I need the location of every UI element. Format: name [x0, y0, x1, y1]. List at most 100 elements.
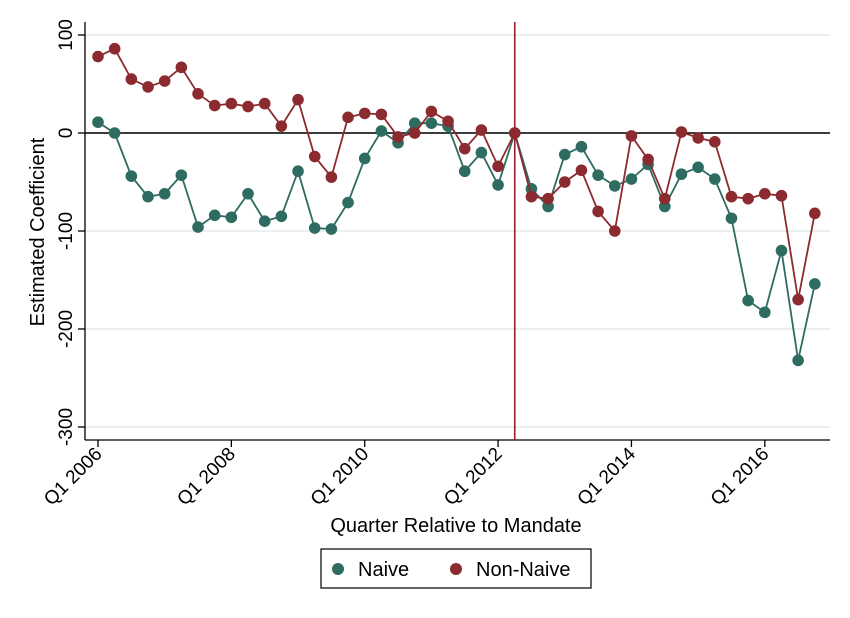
data-point	[375, 108, 388, 121]
data-point	[775, 189, 788, 202]
legend: Naive Non-Naive	[320, 548, 592, 589]
data-point	[225, 211, 238, 224]
data-point	[558, 176, 571, 188]
data-point	[558, 148, 571, 161]
data-series	[92, 42, 821, 367]
data-point	[342, 111, 354, 124]
data-point	[358, 152, 371, 165]
data-point	[708, 173, 721, 185]
x-axis-title: Quarter Relative to Mandate	[330, 515, 581, 537]
data-point	[708, 136, 721, 148]
data-point	[142, 190, 154, 203]
data-point	[575, 164, 588, 177]
data-point	[442, 115, 454, 128]
data-point	[809, 278, 821, 290]
data-point	[392, 131, 404, 143]
data-point	[425, 117, 438, 129]
data-point	[725, 212, 738, 225]
data-point	[692, 132, 704, 144]
data-point	[759, 187, 771, 200]
data-point	[742, 294, 754, 307]
data-point	[225, 97, 238, 110]
data-point	[725, 190, 738, 203]
data-point	[192, 88, 204, 100]
legend-label-non-naive: Non-Naive	[476, 559, 570, 581]
data-point	[242, 100, 254, 113]
data-point	[208, 209, 221, 222]
data-point	[625, 173, 638, 185]
data-point	[625, 130, 638, 142]
data-point	[492, 179, 504, 191]
series-non-naive	[92, 42, 821, 306]
data-point	[658, 192, 671, 205]
data-point	[375, 125, 388, 137]
data-point	[142, 81, 154, 93]
data-point	[592, 205, 604, 218]
data-point	[492, 160, 504, 173]
y-tick-label: -200	[56, 310, 77, 348]
y-tick-label: -300	[56, 408, 77, 446]
y-tick-label: 100	[56, 19, 77, 51]
legend-label-naive: Naive	[358, 559, 409, 581]
data-point	[158, 187, 171, 200]
data-point	[108, 42, 121, 55]
data-point	[325, 171, 338, 183]
data-point	[642, 153, 654, 166]
data-point	[292, 93, 304, 106]
data-point	[742, 192, 754, 205]
data-point	[592, 169, 604, 181]
data-point	[475, 146, 488, 159]
data-point	[458, 142, 471, 155]
data-point	[108, 127, 121, 139]
data-point	[325, 223, 338, 235]
y-tick-label: -100	[56, 212, 77, 250]
data-point	[258, 97, 271, 110]
data-point	[175, 61, 188, 74]
data-point	[275, 120, 288, 132]
data-point	[408, 127, 421, 139]
data-point	[308, 150, 321, 163]
data-point	[92, 50, 104, 63]
data-point	[692, 161, 704, 174]
data-point	[675, 168, 688, 180]
data-point	[759, 306, 771, 319]
data-point	[575, 140, 588, 153]
data-point	[275, 210, 288, 223]
data-point	[175, 169, 188, 181]
data-point	[358, 107, 371, 120]
data-point	[192, 221, 204, 233]
data-point	[608, 225, 621, 237]
data-point	[292, 165, 304, 178]
data-point	[792, 354, 804, 367]
y-tick-label: 0	[56, 128, 77, 139]
data-point	[242, 187, 254, 200]
axes	[78, 22, 830, 447]
legend-marker-naive	[332, 563, 344, 575]
data-point	[525, 190, 538, 203]
data-point	[608, 180, 621, 192]
data-point	[792, 293, 804, 306]
data-point	[675, 126, 688, 138]
reference-lines	[85, 22, 830, 440]
data-point	[158, 75, 171, 87]
data-point	[809, 207, 821, 220]
data-point	[475, 124, 488, 136]
data-point	[408, 117, 421, 129]
data-point	[458, 165, 471, 178]
legend-marker-non-naive	[450, 563, 462, 575]
data-point	[542, 192, 554, 205]
data-point	[425, 105, 438, 118]
data-point	[342, 196, 354, 209]
data-point	[208, 99, 221, 112]
data-point	[508, 127, 521, 139]
data-point	[125, 73, 138, 85]
series-naive	[92, 116, 821, 367]
data-point	[92, 116, 104, 129]
y-axis-title: Estimated Coefficient	[27, 137, 49, 326]
data-point	[125, 170, 138, 182]
data-point	[258, 215, 271, 227]
data-point	[775, 244, 788, 257]
data-point	[308, 222, 321, 234]
